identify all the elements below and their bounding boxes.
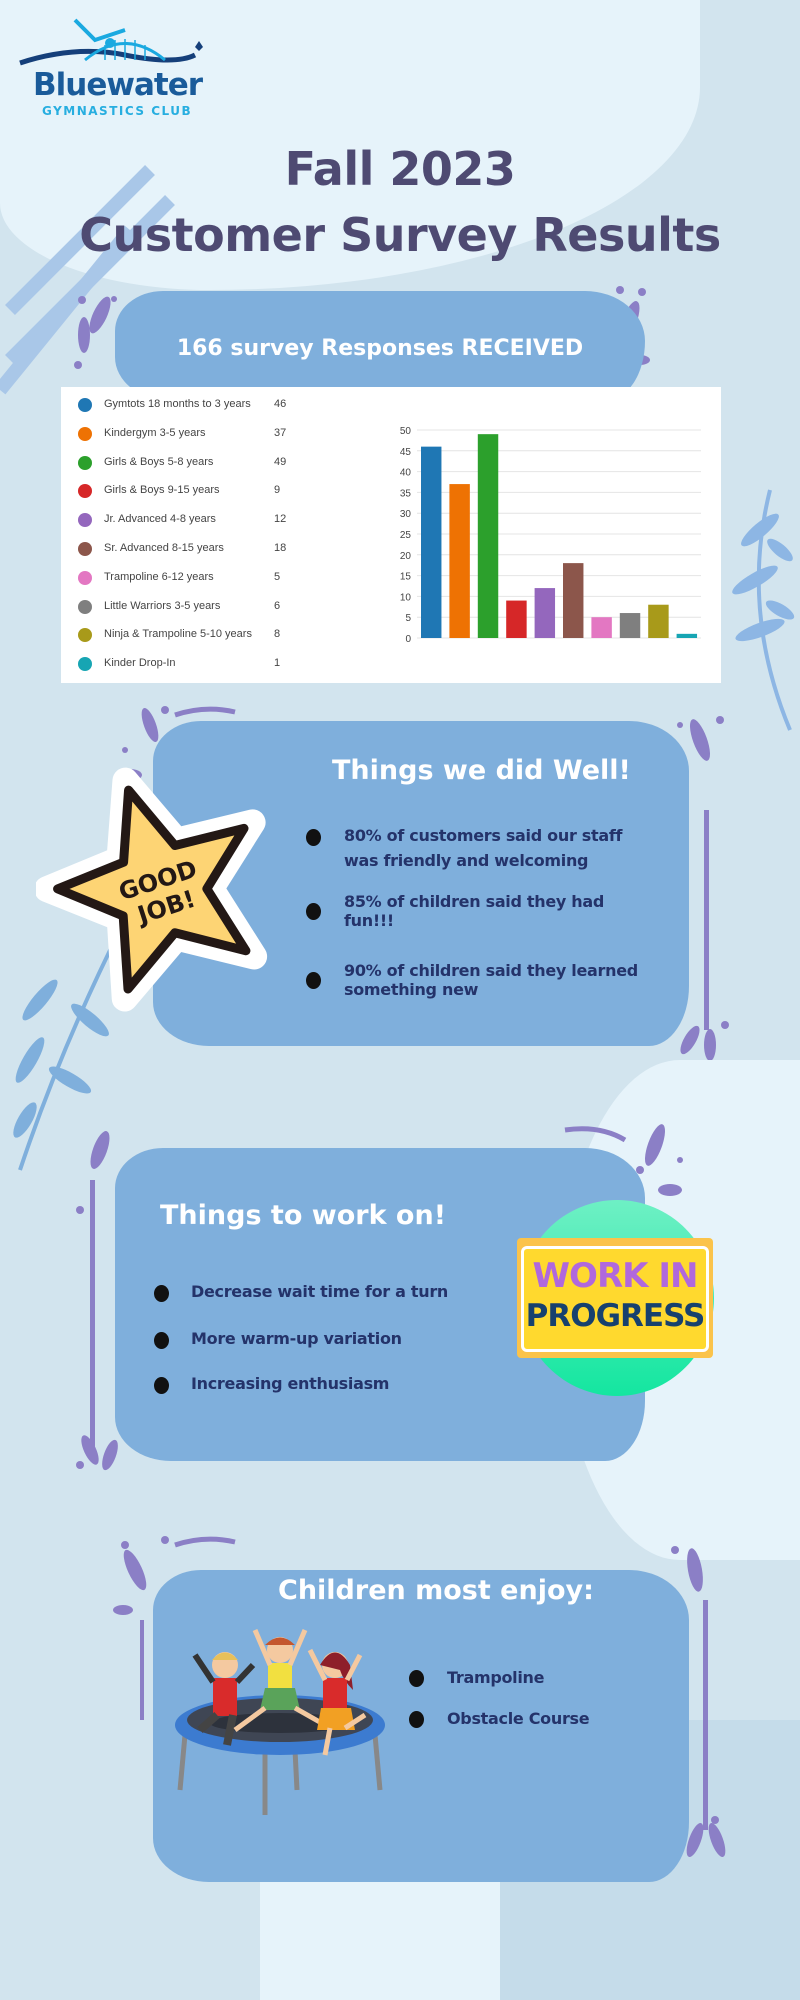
bar-chart: 0 5 10 15 20 25 30 35 40 45 50: [400, 426, 701, 645]
y-tick-label: 45: [400, 447, 412, 458]
page-title-line1: Fall 2023: [284, 142, 516, 196]
page-title-line2: Customer Survey Results: [79, 208, 721, 262]
legend-label: Girls & Boys 5-8 years: [104, 455, 214, 468]
bullet-icon: [306, 903, 321, 920]
bar: [534, 588, 556, 638]
legend-swatch: [78, 657, 92, 672]
legend-label: Trampoline 6-12 years: [104, 570, 214, 583]
bar: [421, 446, 442, 638]
enjoy-heading: Children most enjoy:: [278, 1575, 594, 1606]
legend-swatch: [78, 599, 92, 614]
bar: [563, 563, 584, 638]
work-on-item: Decrease wait time for a turn: [191, 1282, 449, 1301]
legend-label: Jr. Advanced 4-8 years: [104, 513, 216, 526]
work-on-heading: Things to work on!: [160, 1200, 447, 1231]
y-tick-label: 20: [400, 551, 412, 562]
chart-panel: Gymtots 18 months to 3 years 46 Kindergym …: [61, 387, 721, 683]
legend-value: 49: [274, 455, 287, 468]
bar: [449, 484, 470, 638]
legend-label: Girls & Boys 9-15 years: [104, 484, 220, 497]
did-well-heading: Things we did Well!: [332, 755, 631, 786]
did-well-item: 85% of children said they had fun!!!: [344, 892, 605, 930]
enjoy-item: Obstacle Course: [447, 1709, 590, 1728]
logo-name: Bluewater: [33, 67, 203, 103]
y-tick-label: 30: [400, 509, 412, 520]
legend-label: Kindergym 3-5 years: [104, 426, 206, 439]
legend-value: 8: [274, 628, 281, 641]
logo-subtitle: GYMNASTICS CLUB: [42, 104, 193, 118]
badge-line2: PROGRESS: [525, 1298, 706, 1334]
legend-swatch: [78, 398, 92, 412]
y-tick-label: 0: [405, 634, 411, 645]
legend-label: Sr. Advanced 8-15 years: [104, 542, 224, 554]
legend-value: 5: [274, 570, 281, 583]
fern-decoration-icon: [13, 929, 122, 1171]
bullet-icon: [409, 1670, 424, 1687]
responses-box: [115, 291, 645, 401]
y-tick-label: 15: [400, 572, 412, 583]
bullet-icon: [306, 829, 321, 846]
vine-decoration-icon: [671, 1546, 726, 1858]
diagonal-stripes: [0, 165, 175, 395]
legend-swatch: [78, 513, 92, 528]
y-tick-label: 40: [400, 468, 412, 479]
leaf-decoration-icon: [74, 296, 117, 369]
logo[interactable]: Bluewater GYMNASTICS CLUB: [15, 15, 227, 120]
legend-value: 46: [274, 398, 287, 410]
legend-swatch: [78, 570, 92, 585]
kids-trampoline-illustration: [175, 1629, 385, 1815]
work-on-item: More warm-up variation: [191, 1329, 402, 1348]
legend-swatch: [78, 455, 92, 470]
legend-value: 9: [274, 484, 281, 497]
y-tick-label: 25: [400, 530, 412, 541]
did-well-item: 80% of customers said our staff was frie…: [344, 826, 623, 870]
vine-decoration-icon: [677, 716, 729, 1060]
legend-value: 6: [274, 599, 281, 612]
legend-label: Gymtots 18 months to 3 years: [104, 398, 251, 410]
bar: [591, 617, 612, 638]
legend-value: 12: [274, 513, 287, 526]
legend-swatch: [78, 484, 92, 499]
bullet-icon: [154, 1332, 169, 1349]
legend-label: Kinder Drop-In: [104, 657, 176, 670]
work-in-progress-badge: WORK IN PROGRESS: [517, 1200, 717, 1396]
leaf-decoration-icon: [113, 1536, 236, 1720]
responses-heading: 166 survey Responses RECEIVED: [176, 336, 584, 361]
y-tick-label: 35: [400, 488, 412, 499]
y-tick-label: 5: [405, 613, 411, 624]
vine-decoration-icon: [76, 1131, 118, 1471]
legend-label: Ninja & Trampoline 5-10 years: [104, 628, 252, 641]
legend-label: Little Warriors 3-5 years: [104, 599, 221, 612]
bullet-icon: [154, 1285, 169, 1302]
legend-swatch: [78, 542, 92, 556]
logo-gymnast-arch-icon: [19, 18, 203, 66]
bar: [477, 434, 499, 638]
legend-value: 18: [274, 542, 287, 554]
legend-swatch: [78, 628, 92, 643]
did-well-item: 90% of children said they learned someth…: [344, 961, 638, 999]
legend-value: 1: [274, 657, 281, 670]
enjoy-item: Trampoline: [447, 1668, 545, 1687]
good-job-star-icon: GOOD JOB!: [36, 767, 268, 1012]
bar: [676, 633, 698, 638]
bar: [648, 604, 669, 638]
bar: [506, 600, 527, 638]
y-tick-label: 50: [400, 426, 412, 437]
fern-decoration-icon: [732, 489, 795, 731]
bullet-icon: [154, 1377, 169, 1394]
legend-value: 37: [274, 426, 287, 439]
did-well-box: [153, 721, 689, 1046]
bar: [619, 613, 641, 638]
leaf-decoration-icon: [564, 1124, 683, 1196]
badge-line1: WORK IN: [532, 1256, 699, 1296]
legend-swatch: [78, 426, 92, 441]
y-tick-label: 10: [400, 592, 412, 603]
bullet-icon: [409, 1711, 424, 1728]
work-on-item: Increasing enthusiasm: [191, 1374, 390, 1393]
bullet-icon: [306, 972, 321, 989]
